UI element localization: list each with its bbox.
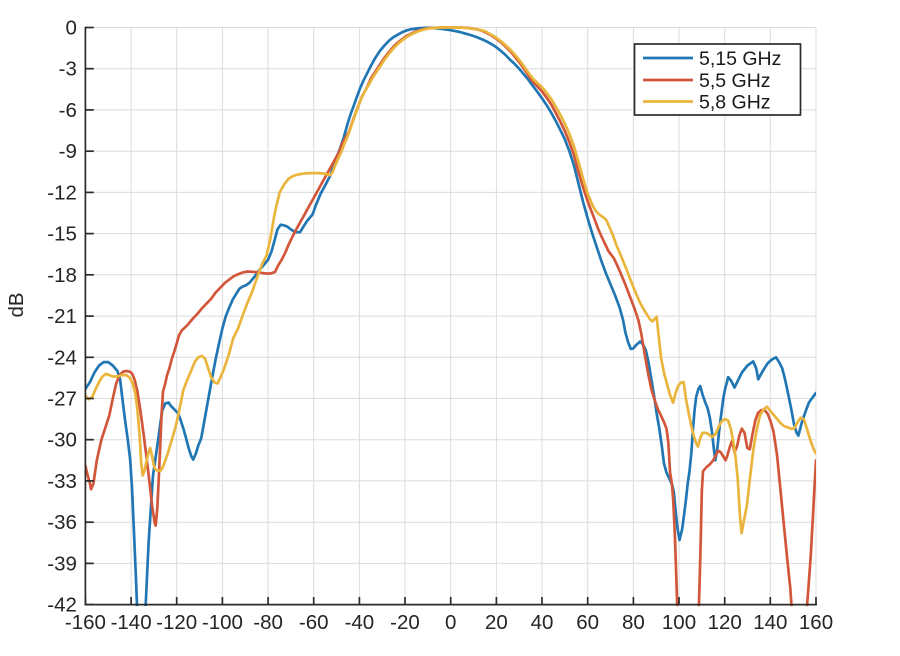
svg-text:40: 40 (531, 611, 554, 634)
svg-text:5,5 GHz: 5,5 GHz (699, 70, 771, 92)
svg-text:80: 80 (622, 611, 645, 634)
svg-text:-3: -3 (59, 58, 77, 81)
svg-text:100: 100 (662, 611, 696, 634)
svg-text:-18: -18 (47, 264, 77, 287)
svg-text:-12: -12 (47, 181, 77, 204)
svg-text:140: 140 (753, 611, 787, 634)
svg-text:-100: -100 (202, 611, 243, 634)
svg-text:dB: dB (5, 292, 28, 317)
svg-text:-30: -30 (47, 429, 77, 452)
svg-text:20: 20 (485, 611, 508, 634)
svg-text:5,8 GHz: 5,8 GHz (699, 92, 771, 114)
svg-text:-6: -6 (59, 99, 77, 122)
svg-text:-27: -27 (47, 388, 77, 411)
svg-text:5,15 GHz: 5,15 GHz (699, 48, 781, 70)
svg-text:-140: -140 (111, 611, 152, 634)
svg-text:-40: -40 (345, 611, 375, 634)
svg-text:-80: -80 (253, 611, 283, 634)
svg-text:-60: -60 (299, 611, 329, 634)
svg-text:-21: -21 (47, 305, 77, 328)
svg-text:0: 0 (445, 611, 456, 634)
svg-text:-20: -20 (390, 611, 420, 634)
svg-text:-24: -24 (47, 346, 77, 369)
svg-text:-39: -39 (47, 552, 77, 575)
svg-text:-36: -36 (47, 511, 77, 534)
svg-text:0: 0 (65, 17, 76, 40)
svg-text:160: 160 (799, 611, 833, 634)
svg-text:60: 60 (576, 611, 599, 634)
svg-text:-33: -33 (47, 470, 77, 493)
svg-text:-160: -160 (65, 611, 106, 634)
svg-text:-42: -42 (47, 594, 77, 617)
svg-text:120: 120 (708, 611, 742, 634)
svg-text:-9: -9 (59, 140, 77, 163)
svg-text:-15: -15 (47, 223, 77, 246)
svg-text:-120: -120 (156, 611, 197, 634)
